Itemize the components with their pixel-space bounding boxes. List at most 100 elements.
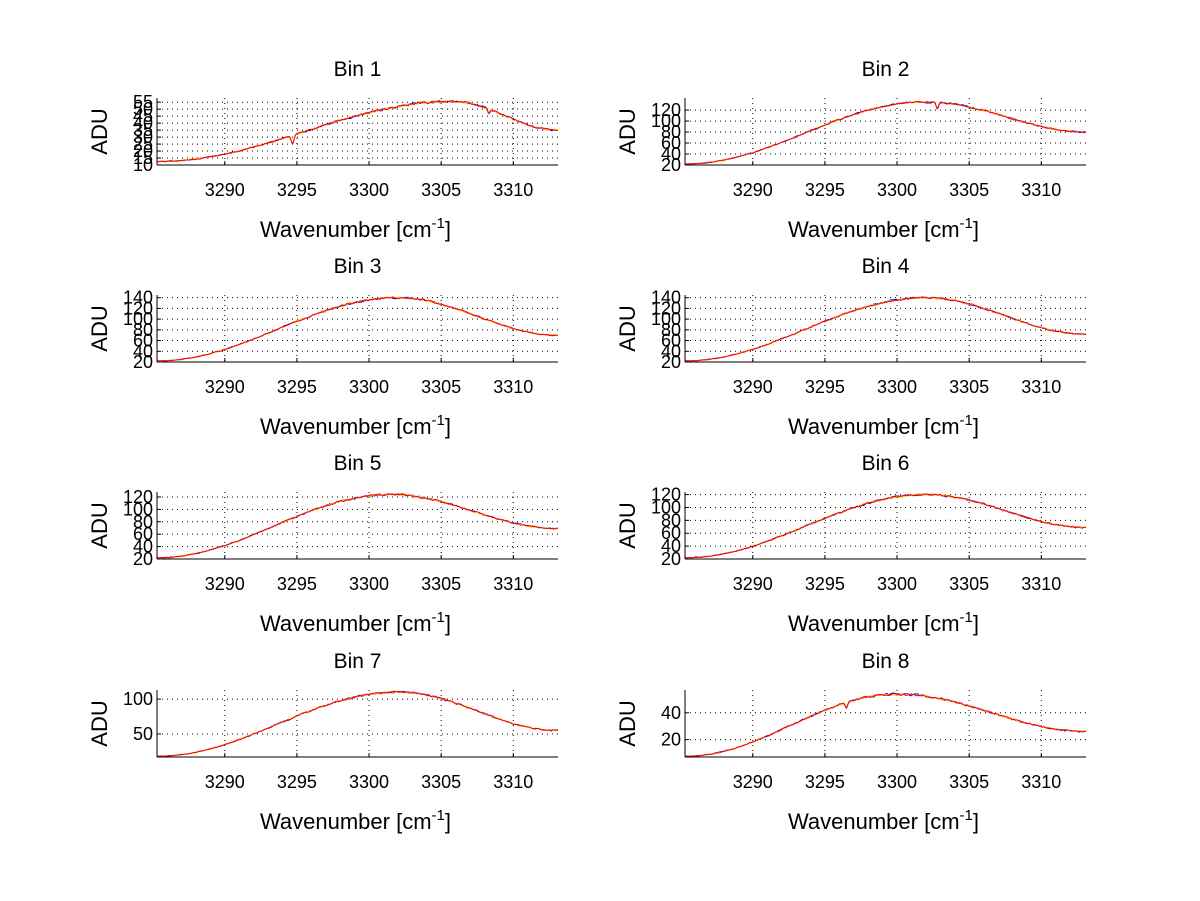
x-tick-label: 3300 <box>349 574 389 594</box>
x-axis-label-superscript: -1 <box>960 609 973 626</box>
y-axis-label: ADU <box>615 502 640 548</box>
x-tick-label: 3310 <box>1021 377 1061 397</box>
x-axis-label-main: Wavenumber [cm <box>788 809 960 834</box>
x-axis-label-superscript: -1 <box>960 215 973 232</box>
y-tick-label: 120 <box>651 298 681 318</box>
y-tick-label: 60 <box>661 331 681 351</box>
x-tick-label: 3290 <box>733 180 773 200</box>
x-tick-label: 3295 <box>277 377 317 397</box>
x-axis-label: Wavenumber [cm-1] <box>260 412 451 439</box>
y-axis-label: ADU <box>615 108 640 154</box>
x-tick-label: 3300 <box>877 772 917 792</box>
y-tick-label: 140 <box>123 288 153 308</box>
x-axis-label: Wavenumber [cm-1] <box>260 807 451 834</box>
spectrum-series-3 <box>684 100 1087 165</box>
spectrum-series-1 <box>156 493 559 559</box>
spectrum-series-3 <box>684 493 1087 559</box>
y-tick-label: 120 <box>651 100 681 120</box>
x-tick-label: 3295 <box>805 772 845 792</box>
y-tick-label: 25 <box>133 134 153 154</box>
x-tick-label: 3295 <box>277 772 317 792</box>
subplot-bin-7: 3290 3295 3300 3305 3310 50 100 Bin 7 Wavenumber… <box>87 650 559 834</box>
x-tick-label: 3300 <box>877 574 917 594</box>
x-axis-label-end: ] <box>445 809 451 834</box>
x-axis-label-superscript: -1 <box>960 807 973 824</box>
y-axis-label: ADU <box>615 305 640 351</box>
x-tick-label: 3310 <box>1021 180 1061 200</box>
x-tick-label: 3300 <box>877 377 917 397</box>
spectrum-series-2 <box>684 693 1087 758</box>
x-tick-label: 3290 <box>733 574 773 594</box>
y-tick-label: 20 <box>133 141 153 161</box>
y-tick-label: 80 <box>661 510 681 530</box>
x-tick-label: 3295 <box>805 180 845 200</box>
y-tick-label: 20 <box>133 352 153 372</box>
subplot-title: Bin 2 <box>862 58 910 81</box>
y-tick-label: 40 <box>133 113 153 133</box>
x-axis-label: Wavenumber [cm-1] <box>788 807 979 834</box>
y-tick-label: 15 <box>133 148 153 168</box>
y-tick-label: 100 <box>123 689 153 709</box>
y-tick-label: 120 <box>651 485 681 505</box>
y-tick-label: 80 <box>661 122 681 142</box>
y-axis-label: ADU <box>87 108 112 154</box>
subplot-title: Bin 5 <box>334 452 382 475</box>
x-axis-label-main: Wavenumber [cm <box>788 414 960 439</box>
y-tick-label: 120 <box>123 487 153 507</box>
spectrum-series-3 <box>684 692 1087 757</box>
y-tick-label: 50 <box>133 99 153 119</box>
spectrum-series-2 <box>156 492 559 559</box>
x-tick-label: 3295 <box>277 180 317 200</box>
spectrum-series-3 <box>156 690 559 757</box>
x-tick-label: 3300 <box>349 772 389 792</box>
x-axis-label: Wavenumber [cm-1] <box>260 609 451 636</box>
x-axis-label: Wavenumber [cm-1] <box>788 215 979 242</box>
x-axis-label-superscript: -1 <box>432 609 445 626</box>
x-tick-label: 3290 <box>733 377 773 397</box>
y-tick-label: 60 <box>133 331 153 351</box>
y-tick-label: 40 <box>133 341 153 361</box>
x-tick-label: 3290 <box>205 772 245 792</box>
y-tick-label: 100 <box>123 499 153 519</box>
spectrum-series-3 <box>156 100 559 163</box>
x-tick-label: 3300 <box>349 377 389 397</box>
x-tick-label: 3305 <box>949 180 989 200</box>
subplot-title: Bin 3 <box>334 255 382 278</box>
x-tick-label: 3290 <box>733 772 773 792</box>
x-tick-label: 3305 <box>949 574 989 594</box>
x-axis-label-end: ] <box>445 414 451 439</box>
x-tick-label: 3290 <box>205 377 245 397</box>
x-tick-label: 3295 <box>805 574 845 594</box>
x-axis-label: Wavenumber [cm-1] <box>788 412 979 439</box>
x-tick-label: 3310 <box>1021 772 1061 792</box>
x-axis-label-end: ] <box>973 217 979 242</box>
x-axis-label-end: ] <box>973 414 979 439</box>
y-axis-label: ADU <box>87 305 112 351</box>
y-tick-label: 20 <box>661 155 681 175</box>
x-tick-label: 3305 <box>421 772 461 792</box>
y-tick-label: 45 <box>133 106 153 126</box>
x-axis-label-superscript: -1 <box>432 215 445 232</box>
y-tick-label: 30 <box>133 127 153 147</box>
x-tick-label: 3310 <box>493 377 533 397</box>
x-axis-label-end: ] <box>445 611 451 636</box>
y-axis-label: ADU <box>615 700 640 746</box>
spectrum-series-2 <box>156 690 559 757</box>
y-axis-label: ADU <box>87 700 112 746</box>
spectrum-series-1 <box>684 692 1087 758</box>
x-tick-label: 3310 <box>493 574 533 594</box>
x-tick-label: 3290 <box>205 180 245 200</box>
x-axis-label-main: Wavenumber [cm <box>260 809 432 834</box>
x-tick-label: 3305 <box>949 377 989 397</box>
y-tick-label: 40 <box>661 536 681 556</box>
x-axis-label-superscript: -1 <box>432 412 445 429</box>
x-axis-label-end: ] <box>973 611 979 636</box>
subplot-title: Bin 8 <box>862 650 910 673</box>
y-tick-label: 10 <box>133 155 153 175</box>
spectrum-series-3 <box>684 296 1087 362</box>
x-axis-label-main: Wavenumber [cm <box>788 217 960 242</box>
